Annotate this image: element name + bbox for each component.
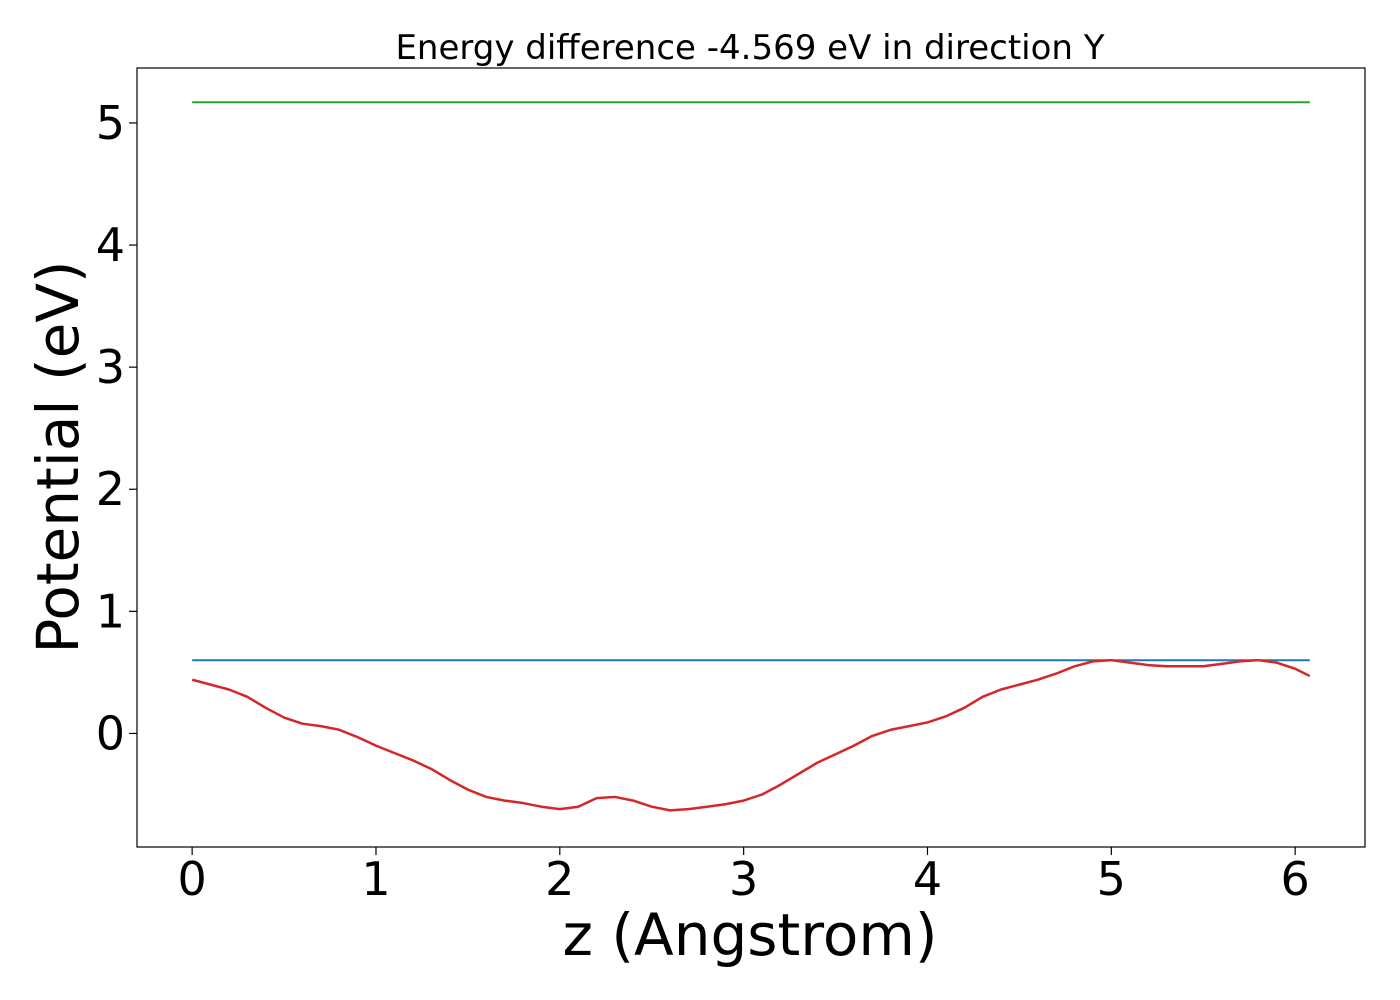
y-tick-label-4: 4	[96, 218, 125, 272]
plot-area	[136, 67, 1366, 848]
y-tick-label-3: 3	[96, 340, 125, 394]
x-tick-label-0: 0	[178, 852, 207, 906]
y-tick-label-1: 1	[96, 584, 125, 638]
x-axis: 0 1 2 3 4 5 6	[178, 847, 1310, 906]
y-axis-label: Potential (eV)	[24, 260, 92, 653]
x-tick-label-2: 2	[545, 852, 574, 906]
x-tick-label-1: 1	[361, 852, 390, 906]
x-tick-label-6: 6	[1281, 852, 1310, 906]
y-tick-label-0: 0	[96, 706, 125, 760]
x-tick-label-3: 3	[729, 852, 758, 906]
x-tick-label-5: 5	[1097, 852, 1126, 906]
series-line-2	[191, 658, 1311, 812]
series-layer	[191, 101, 1311, 812]
x-axis-label: z (Angstrom)	[563, 901, 938, 969]
plot-frame	[136, 67, 1366, 848]
y-tick-label-2: 2	[96, 462, 125, 516]
y-tick-label-5: 5	[96, 96, 125, 150]
chart-title: Energy difference -4.569 eV in direction…	[395, 28, 1104, 68]
x-tick-label-4: 4	[913, 852, 942, 906]
y-axis: 0 1 2 3 4 5	[96, 96, 137, 760]
